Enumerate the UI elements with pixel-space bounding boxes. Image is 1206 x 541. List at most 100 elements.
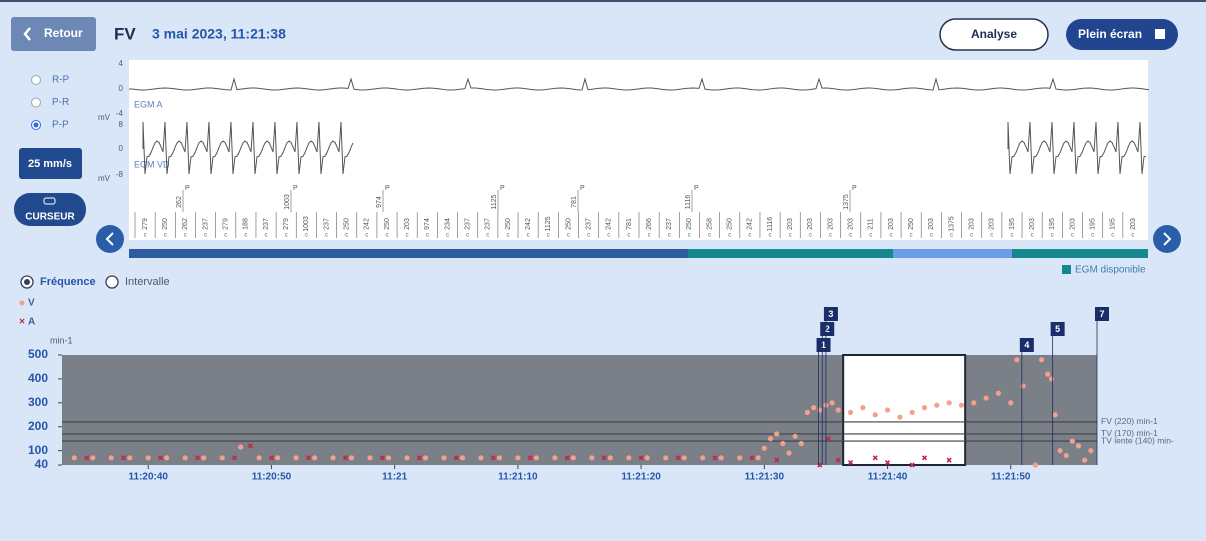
v-point xyxy=(219,455,225,461)
v-point xyxy=(1088,448,1094,454)
v-point xyxy=(348,455,355,461)
speed-button[interactable] xyxy=(19,148,82,179)
legend-marker xyxy=(19,300,25,306)
marker-sub: c xyxy=(910,233,913,239)
v-point xyxy=(1057,448,1063,454)
marker-sub: c xyxy=(668,233,671,239)
egm-unit: mV xyxy=(98,174,111,183)
v-point xyxy=(780,440,786,447)
v-point xyxy=(995,390,1002,396)
interval-label: 237 xyxy=(666,218,673,230)
v-point xyxy=(767,436,774,442)
interval-label: 279 xyxy=(283,218,290,230)
interval-label: 237 xyxy=(485,218,492,230)
a-point xyxy=(121,455,127,461)
v-point xyxy=(1014,357,1020,363)
interval-label: 242 xyxy=(747,218,754,230)
threshold-label: TV (170) min-1 xyxy=(1101,428,1158,438)
interval-label: 781 xyxy=(626,218,633,230)
p-value: 262 xyxy=(176,196,183,208)
a-point xyxy=(675,455,681,461)
interval-label: 203 xyxy=(827,218,834,230)
interval-label: 195 xyxy=(1049,218,1056,230)
event-marker[interactable] xyxy=(1019,338,1034,352)
radio-label: R-P xyxy=(52,75,70,86)
marker-sub: c xyxy=(325,233,328,239)
v-point xyxy=(422,455,429,461)
analyse-button[interactable] xyxy=(939,18,1049,51)
legend-label: V xyxy=(28,298,35,309)
v-point xyxy=(921,405,928,411)
back-button[interactable] xyxy=(11,17,96,51)
v-point xyxy=(1048,376,1055,382)
interval-label: 1003 xyxy=(303,216,310,232)
x-tick-label: 11:21 xyxy=(382,472,407,483)
marker-sub: c xyxy=(708,233,711,239)
interval-label: 203 xyxy=(928,218,935,230)
interval-label: 203 xyxy=(404,218,411,230)
next-button[interactable] xyxy=(1153,225,1181,253)
marker-sub: c xyxy=(990,233,993,239)
radio-dot xyxy=(24,279,30,285)
marker-sub: c xyxy=(426,233,429,239)
interval-label: 203 xyxy=(989,218,996,230)
marker-sub: c xyxy=(305,233,308,239)
radio[interactable] xyxy=(105,275,119,289)
x-tick-label: 11:21:50 xyxy=(991,472,1031,483)
p-label: P xyxy=(500,185,505,192)
v-point xyxy=(829,400,835,406)
interval-label: 242 xyxy=(606,218,613,230)
v-point xyxy=(1082,457,1088,463)
interval-label: 242 xyxy=(525,218,532,230)
a-point xyxy=(884,460,891,466)
fullscreen-button[interactable] xyxy=(1066,19,1178,50)
event-marker[interactable] xyxy=(816,338,831,352)
a-point xyxy=(379,455,385,461)
v-point xyxy=(367,455,373,461)
marker-sub: c xyxy=(1131,233,1134,239)
a-point xyxy=(825,436,831,442)
radio[interactable] xyxy=(31,97,41,108)
v-point xyxy=(860,405,866,411)
marker-sub: c xyxy=(607,233,610,239)
prev-button[interactable] xyxy=(96,225,124,253)
marker-sub: c xyxy=(1091,233,1094,239)
p-value: 1003 xyxy=(284,194,291,210)
v-point xyxy=(835,407,841,413)
a-point xyxy=(946,457,952,463)
cursor-button[interactable] xyxy=(14,193,86,226)
v-point xyxy=(817,407,823,413)
v-point xyxy=(182,455,188,461)
p-label: P xyxy=(293,185,298,192)
event-marker[interactable] xyxy=(1050,322,1065,336)
v-point xyxy=(256,455,262,461)
a-point xyxy=(194,455,201,461)
interval-label: 203 xyxy=(1069,218,1076,230)
p-value: 781 xyxy=(571,196,578,208)
marker-sub: c xyxy=(285,233,288,239)
v-point xyxy=(811,405,817,411)
a-point xyxy=(342,455,348,461)
date: 3 mai 2023, 11:21:38 xyxy=(152,26,286,42)
event-marker[interactable] xyxy=(820,322,835,336)
legend-label: A xyxy=(28,317,35,328)
a-point xyxy=(848,460,854,466)
a-point xyxy=(749,455,755,461)
cursor-label: CURSEUR xyxy=(25,212,75,223)
egm-scale-label: 0 xyxy=(119,84,124,93)
a-point xyxy=(231,455,238,461)
v-point xyxy=(971,400,977,406)
marker-sub: c xyxy=(527,233,530,239)
marker-sub: c xyxy=(204,233,207,239)
event-marker[interactable] xyxy=(1095,307,1109,321)
marker-sub: c xyxy=(1031,233,1034,239)
radio[interactable] xyxy=(31,75,41,85)
threshold-label: FV (220) min-1 xyxy=(1101,416,1158,426)
event-marker[interactable] xyxy=(823,307,838,321)
interval-label: 203 xyxy=(968,218,975,230)
marker-sub: c xyxy=(144,233,147,239)
interval-label: 242 xyxy=(364,218,371,230)
v-point xyxy=(515,455,521,461)
marker-sub: c xyxy=(1071,233,1074,239)
